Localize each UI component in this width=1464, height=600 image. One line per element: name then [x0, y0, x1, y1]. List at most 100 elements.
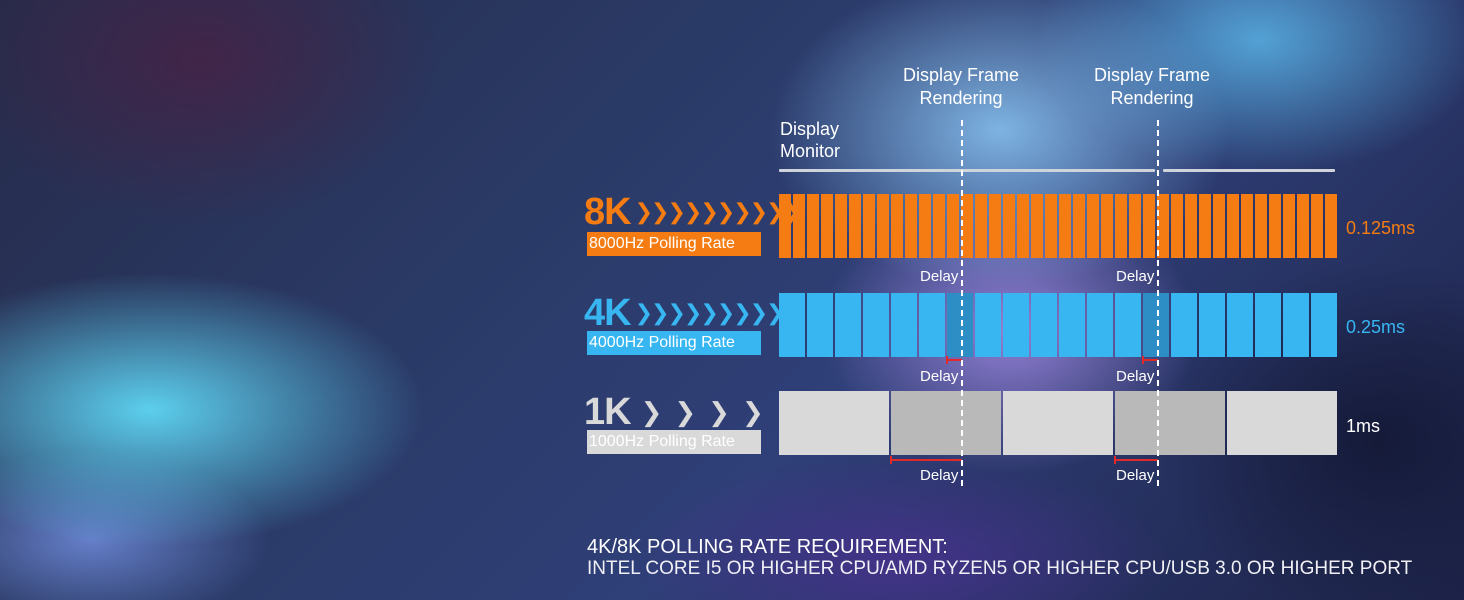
bar-cell: [1101, 194, 1113, 258]
chevron-right-icon: ❯: [749, 199, 768, 224]
bar-cell: [989, 194, 1001, 258]
bar-cell: [863, 194, 875, 258]
bar-cell: [1199, 293, 1225, 357]
bar-cell: [1017, 194, 1029, 258]
bar-cell: [1003, 391, 1113, 455]
chevron-right-icon: ❯: [634, 300, 653, 325]
badge-8k-label: 8K: [584, 191, 632, 233]
bar-cell: [905, 194, 917, 258]
delay-label-1k-1: Delay: [920, 467, 959, 484]
bar-cell: [947, 194, 959, 258]
bar-cell: [1045, 194, 1057, 258]
bar-cell: [1143, 293, 1169, 357]
interval-4k: 0.25ms: [1346, 317, 1406, 337]
interval-1k: 1ms: [1346, 416, 1381, 436]
chevron-right-icon: ❯: [733, 300, 751, 325]
bar-cell: [961, 194, 973, 258]
badge-8k-subtitle: 8000Hz Polling Rate: [587, 232, 761, 256]
badge-1k-subtitle: 1000Hz Polling Rate: [587, 430, 761, 454]
interval-8k: 0.125ms: [1346, 218, 1416, 238]
chevron-right-icon: ❯: [749, 300, 768, 325]
delay-marker-1k-1: [890, 459, 962, 461]
badge-8k-title: 8K ❯❯❯❯❯❯❯❯❯❯: [584, 191, 801, 233]
requirement-title: 4K/8K POLLING RATE REQUIREMENT:: [587, 536, 948, 558]
bar-4k: [779, 293, 1337, 357]
bar-cell: [793, 194, 805, 258]
display-monitor-label-line2: Monitor: [780, 141, 841, 161]
display-monitor-label-line1: Display: [780, 119, 840, 139]
badge-4k-chevrons: ❯❯❯❯❯❯❯❯❯❯: [634, 294, 801, 332]
bar-cell: [807, 293, 833, 357]
bar-cell: [891, 293, 917, 357]
bar-cell: [1283, 293, 1309, 357]
bar-cell: [1087, 293, 1113, 357]
bar-cell: [1283, 194, 1295, 258]
bar-cell: [891, 194, 903, 258]
badge-4k-label: 4K: [584, 292, 632, 334]
bar-cell: [1311, 293, 1337, 357]
chevron-right-icon: ❯: [634, 199, 653, 224]
bar-cell: [1227, 194, 1239, 258]
badge-1k-label: 1K: [584, 391, 632, 433]
bar-cell: [1143, 194, 1155, 258]
chevron-right-icon: ❯: [700, 199, 718, 224]
bar-cell: [1171, 194, 1183, 258]
bar-cell: [863, 293, 889, 357]
bar-cell: [1031, 194, 1043, 258]
bar-cell: [1115, 293, 1141, 357]
bar-cell: [1059, 194, 1071, 258]
chevron-right-icon: ❯: [667, 199, 685, 224]
bar-cell: [1171, 293, 1197, 357]
delay-label-1k-2: Delay: [1116, 467, 1155, 484]
badge-8k-chevrons: ❯❯❯❯❯❯❯❯❯❯: [634, 193, 801, 231]
chevron-right-icon: ❯: [651, 199, 669, 224]
bar-cell: [779, 391, 889, 455]
bar-cell: [947, 293, 973, 357]
delay-label-4k-2: Delay: [1116, 368, 1155, 385]
delay-marker-1k-2-cap: [1114, 456, 1116, 464]
badge-8k: 8K ❯❯❯❯❯❯❯❯❯❯: [584, 191, 801, 233]
chevron-right-icon: ❯: [716, 300, 735, 325]
display-monitor-label: Display Monitor: [780, 118, 840, 162]
bar-cell: [933, 194, 945, 258]
frame-rendering-label-2-line2: Rendering: [1110, 88, 1194, 108]
frame-rendering-label-2: Display Frame Rendering: [1062, 64, 1242, 110]
bar-cell: [1115, 194, 1127, 258]
bar-cell: [835, 194, 847, 258]
delay-label-8k-2: Delay: [1116, 268, 1155, 285]
bar-cell: [1185, 194, 1197, 258]
bar-cell: [1003, 293, 1029, 357]
chevron-right-icon: ❯: [683, 300, 702, 325]
chevron-right-icon: ❯: [640, 397, 663, 427]
delay-marker-4k-1: [946, 359, 962, 361]
bar-1k: [779, 391, 1337, 455]
bar-cell: [1255, 293, 1281, 357]
chevron-right-icon: ❯: [674, 397, 696, 427]
bar-cell: [849, 194, 861, 258]
bar-cell: [1227, 391, 1337, 455]
bar-cell: [1087, 194, 1099, 258]
bar-cell: [1325, 194, 1337, 258]
bar-cell: [1241, 194, 1253, 258]
bar-cell: [1213, 194, 1225, 258]
bar-cell: [1269, 194, 1281, 258]
bar-cell: [1059, 293, 1085, 357]
bar-cell: [1311, 194, 1323, 258]
chevron-right-icon: ❯: [651, 300, 669, 325]
bar-cell: [1255, 194, 1267, 258]
badge-1k-chevrons: ❯ ❯ ❯ ❯: [641, 393, 776, 431]
chevron-right-icon: ❯: [716, 199, 735, 224]
bar-cell: [1227, 293, 1253, 357]
badge-4k: 4K ❯❯❯❯❯❯❯❯❯❯: [584, 292, 801, 334]
bar-cell: [779, 194, 791, 258]
bar-cell: [1199, 194, 1211, 258]
frame-rendering-dashed-line-2: [1157, 120, 1159, 486]
frame-rendering-label-2-line1: Display Frame: [1093, 65, 1211, 85]
bar-cell: [877, 194, 889, 258]
frame-rendering-label-1-line1: Display Frame: [902, 65, 1020, 85]
chevron-right-icon: ❯: [741, 397, 764, 427]
monitor-timeline-segment-1: [779, 169, 1155, 172]
delay-marker-4k-2: [1142, 359, 1158, 361]
bar-cell: [1115, 391, 1225, 455]
bar-cell: [821, 194, 833, 258]
